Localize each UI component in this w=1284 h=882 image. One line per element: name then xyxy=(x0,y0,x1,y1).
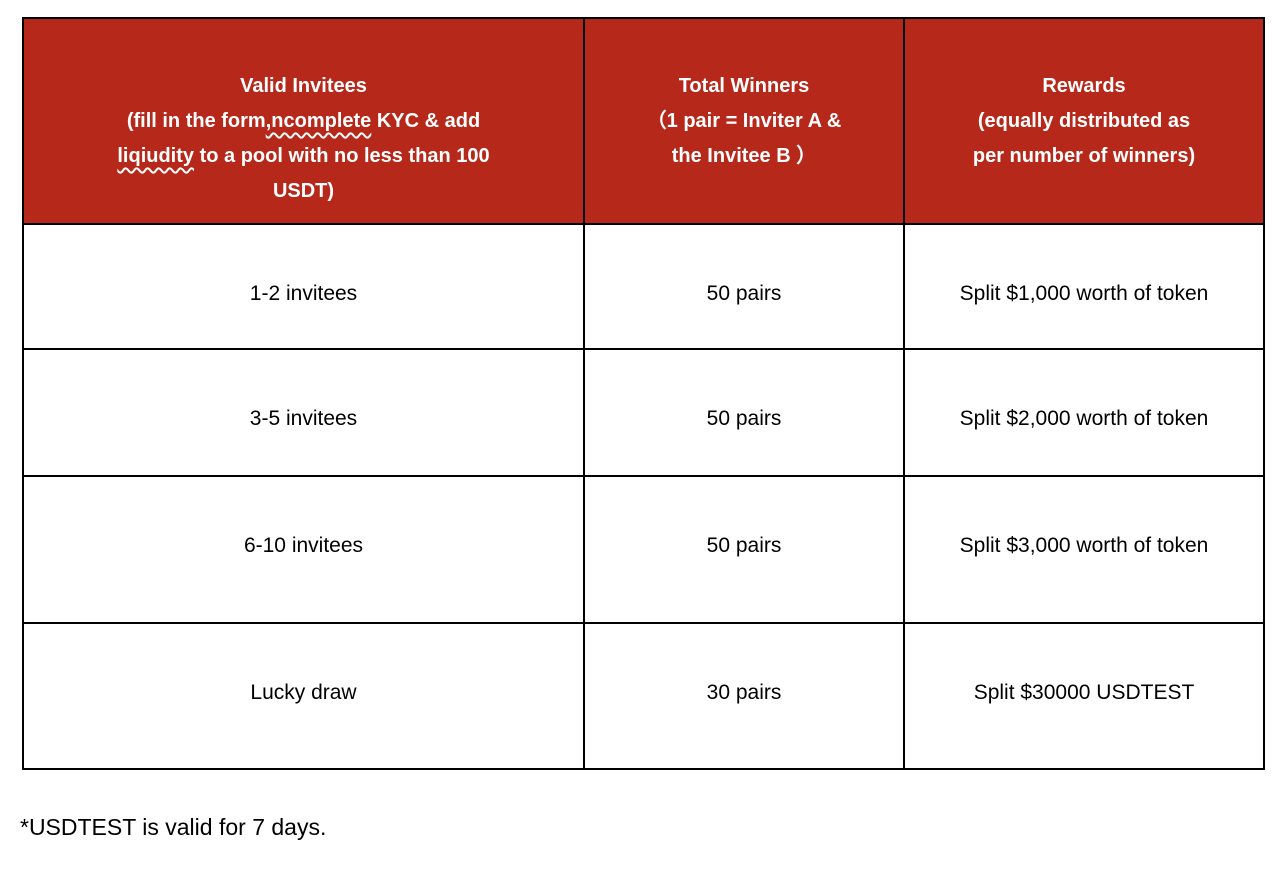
header-row: Valid Invitees (fill in the form,ncomple… xyxy=(22,17,1265,225)
winners-cell: 50 pairs xyxy=(583,475,905,624)
header-subtitle-line: per number of winners) xyxy=(972,145,1196,167)
winners-cell: 30 pairs xyxy=(583,622,905,770)
table-row: Lucky draw 30 pairs Split $30000 USDTEST xyxy=(22,622,1265,770)
header-subtitle-line: liqiudity to a pool with no less than 10… xyxy=(117,145,490,167)
spellcheck-squiggle: liqiudity xyxy=(117,145,195,167)
header-title: Total Winners xyxy=(678,75,810,97)
header-total-winners: Total Winners （1 pair = Inviter A & the … xyxy=(583,17,905,225)
winners-cell: 50 pairs xyxy=(583,223,905,350)
header-subtitle-line: (equally distributed as xyxy=(977,110,1191,132)
invitees-cell: 1-2 invitees xyxy=(22,223,585,350)
header-subtitle-line: USDT) xyxy=(272,180,335,202)
invitees-cell: 6-10 invitees xyxy=(22,475,585,624)
table-row: 1-2 invitees 50 pairs Split $1,000 worth… xyxy=(22,223,1265,350)
reward-cell: Split $3,000 worth of token xyxy=(903,475,1265,624)
header-valid-invitees: Valid Invitees (fill in the form,ncomple… xyxy=(22,17,585,225)
invitees-cell: 3-5 invitees xyxy=(22,348,585,477)
reward-cell: Split $1,000 worth of token xyxy=(903,223,1265,350)
invitees-cell: Lucky draw xyxy=(22,622,585,770)
reward-cell: Split $30000 USDTEST xyxy=(903,622,1265,770)
table-row: 6-10 invitees 50 pairs Split $3,000 wort… xyxy=(22,475,1265,624)
header-subtitle-line: (fill in the form,ncomplete KYC & add xyxy=(126,110,481,132)
reward-cell: Split $2,000 worth of token xyxy=(903,348,1265,477)
header-title: Valid Invitees xyxy=(240,75,367,97)
table-row: 3-5 invitees 50 pairs Split $2,000 worth… xyxy=(22,348,1265,477)
rewards-table: Valid Invitees (fill in the form,ncomple… xyxy=(22,17,1265,770)
winners-cell: 50 pairs xyxy=(583,348,905,477)
header-subtitle-line: the Invitee B ） xyxy=(671,145,817,167)
header-rewards: Rewards (equally distributed as per numb… xyxy=(903,17,1265,225)
footnote-text: *USDTEST is valid for 7 days. xyxy=(20,814,327,840)
header-title: Rewards xyxy=(1042,75,1126,97)
spellcheck-squiggle: ,ncomplete xyxy=(265,110,372,132)
header-subtitle-line: （1 pair = Inviter A & xyxy=(646,110,842,132)
